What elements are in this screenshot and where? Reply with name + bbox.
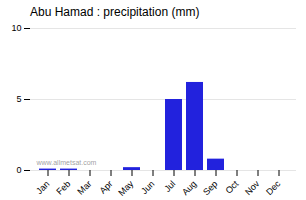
html-text:Abu Hamad : precipitation (mm): Abu Hamad : precipitation (mm)	[30, 5, 200, 19]
svg-text:May: May	[116, 178, 135, 197]
svg-text:Sep: Sep	[201, 179, 219, 197]
svg-text:0: 0	[16, 165, 21, 175]
svg-text:Aug: Aug	[180, 179, 198, 197]
svg-text:10: 10	[11, 23, 21, 33]
svg-text:Feb: Feb	[54, 179, 72, 197]
svg-text:Nov: Nov	[243, 178, 262, 197]
svg-text:Jan: Jan	[34, 179, 51, 196]
svg-text:www.allmetsat.com: www.allmetsat.com	[36, 159, 97, 166]
svg-text:5: 5	[16, 94, 21, 104]
svg-text:Oct: Oct	[223, 178, 240, 195]
svg-text:Apr: Apr	[97, 179, 114, 196]
svg-text:Mar: Mar	[75, 179, 93, 197]
svg-text:Jul: Jul	[162, 179, 177, 194]
svg-text:Jun: Jun	[139, 179, 156, 196]
svg-text:Dec: Dec	[264, 178, 283, 197]
